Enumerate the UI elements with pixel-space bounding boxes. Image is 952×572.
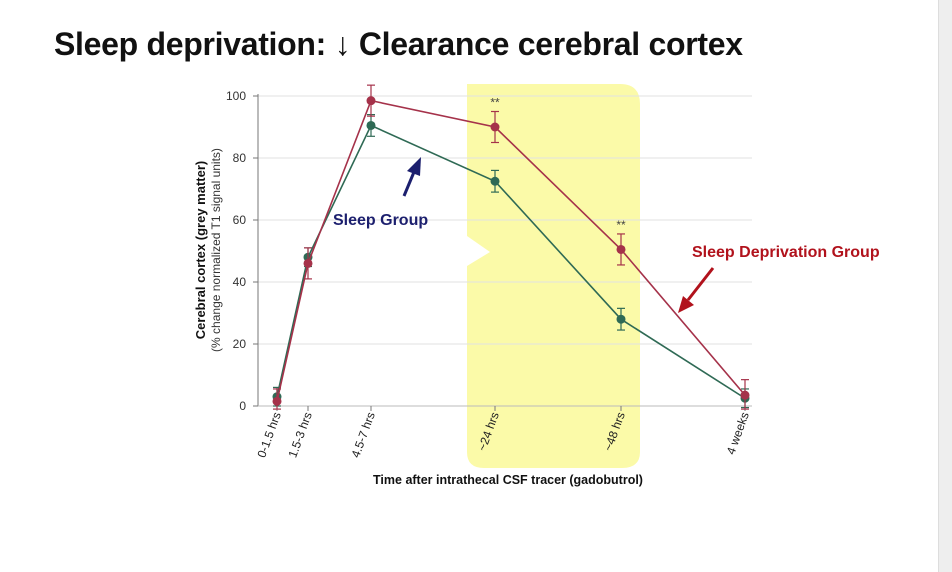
- sleep-deprivation-arrow-shaft: [686, 267, 715, 301]
- data-point: [366, 96, 376, 106]
- x-axis-title: Time after intrathecal CSF tracer (gadob…: [373, 473, 643, 487]
- y-tick-label: 20: [233, 337, 247, 351]
- y-tick-label: 40: [233, 275, 247, 289]
- series-line: [276, 124, 746, 399]
- y-axis-subtitle: (% change normalized T1 signal units): [209, 148, 223, 352]
- slide-title: Sleep deprivation: ↓ Clearance cerebral …: [54, 26, 743, 62]
- significance-marker: **: [490, 96, 500, 110]
- significance-layer: ** **: [490, 96, 626, 232]
- y-tick-label: 80: [233, 151, 247, 165]
- arrow-down-left-icon: [678, 267, 715, 313]
- sleep-group-arrow-head: [407, 157, 421, 176]
- arrow-up-right-icon: [402, 157, 421, 197]
- series-line: [276, 99, 746, 402]
- chart-axes: [257, 94, 752, 407]
- y-tick-label: 0: [239, 399, 246, 413]
- data-point: [366, 120, 376, 130]
- sleep-deprivation-group-label: Sleep Deprivation Group: [692, 244, 880, 261]
- annotations: Sleep Group Sleep Deprivation Group: [333, 157, 880, 313]
- y-axis-title: Cerebral cortex (grey matter): [193, 161, 208, 339]
- sleep-deprivation-arrow-head: [678, 296, 694, 313]
- x-tick-label: 4.5-7 hrs: [348, 410, 377, 459]
- y-tick-label: 100: [226, 89, 246, 103]
- chart-grid: [258, 95, 752, 407]
- y-tick-label: 60: [233, 213, 247, 227]
- x-tick-label: 1.5-3 hrs: [285, 410, 314, 459]
- y-axis-title-group: Cerebral cortex (grey matter) (% change …: [193, 148, 223, 352]
- series-sleep-deprivation-group: [272, 84, 750, 410]
- significance-marker: **: [616, 218, 626, 232]
- data-point: [616, 314, 626, 324]
- sleep-group-label: Sleep Group: [333, 212, 428, 229]
- y-axis-ticks: 0 20 40 60 80 100: [226, 89, 258, 413]
- data-point: [490, 176, 500, 186]
- sleep-group-arrow-shaft: [402, 171, 416, 197]
- highlight-region: [467, 84, 640, 468]
- data-point: [303, 258, 313, 268]
- slide-edge: [938, 0, 952, 572]
- x-tick-label: 4 weeks: [724, 410, 752, 456]
- data-point: [272, 396, 282, 406]
- series-layer: [272, 84, 750, 410]
- data-point: [490, 122, 500, 132]
- data-point: [740, 390, 750, 400]
- data-point: [616, 244, 626, 254]
- x-tick-label: 0-1.5 hrs: [254, 410, 283, 459]
